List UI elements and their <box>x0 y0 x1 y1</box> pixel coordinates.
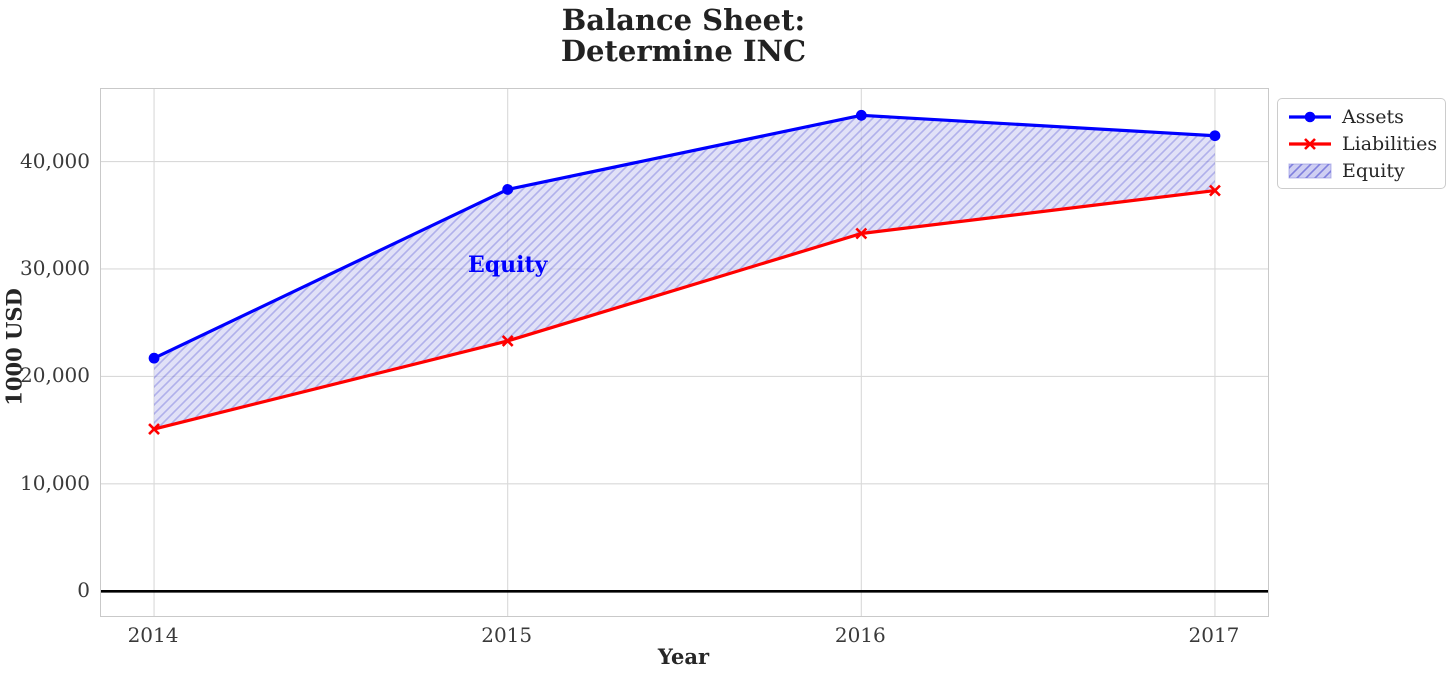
x-tick-label: 2016 <box>834 623 886 647</box>
x-tick-label: 2015 <box>481 623 533 647</box>
y-tick-label: 0 <box>77 578 90 603</box>
assets-point-marker <box>855 109 867 121</box>
equity-fill-area <box>154 115 1215 430</box>
legend: Assets Liabilities Equity <box>1277 98 1446 189</box>
y-tick-label: 10,000 <box>20 470 90 495</box>
y-tick-label: 40,000 <box>20 148 90 173</box>
assets-markers <box>148 109 1221 364</box>
equity-annotation: Equity <box>467 251 548 278</box>
y-tick-label: 20,000 <box>20 363 90 388</box>
legend-label-assets: Assets <box>1342 105 1404 128</box>
y-tick-label: 30,000 <box>20 255 90 280</box>
equity-swatch-icon <box>1288 163 1332 178</box>
legend-item-liabilities: Liabilities <box>1287 131 1439 157</box>
plot-area: Equity <box>100 88 1269 617</box>
legend-item-assets: Assets <box>1287 104 1439 130</box>
liabilities-point-marker <box>1209 184 1221 197</box>
liabilities-line <box>152 188 1217 431</box>
legend-label-equity: Equity <box>1342 159 1405 182</box>
chart-title: Balance Sheet: Determine INC <box>560 3 807 68</box>
liabilities-point-marker <box>501 335 514 347</box>
liabilities-markers <box>148 184 1221 435</box>
assets-point-marker <box>502 184 514 195</box>
x-tick-label: 2017 <box>1188 623 1240 647</box>
assets-point-marker <box>148 352 160 364</box>
x-tick-label: 2014 <box>127 623 179 647</box>
assets-line-icon <box>1289 111 1331 122</box>
plot-canvas <box>101 89 1268 616</box>
legend-item-equity: Equity <box>1287 158 1439 184</box>
x-axis-title: Year <box>657 644 710 669</box>
y-axis-title: 1000 USD <box>1 288 27 406</box>
liabilities-point-marker <box>148 423 160 435</box>
legend-label-liabilities: Liabilities <box>1342 132 1438 155</box>
assets-point-marker <box>1209 130 1221 142</box>
assets-line <box>152 113 1217 360</box>
liabilities-point-marker <box>855 227 868 240</box>
liabilities-line-icon <box>1289 137 1331 150</box>
